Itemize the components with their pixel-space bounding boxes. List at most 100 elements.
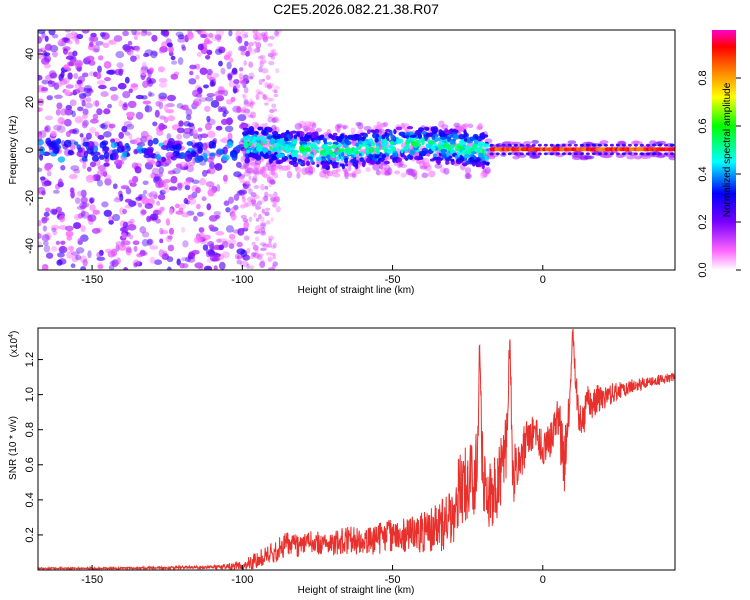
- spectrogram-cell: [195, 186, 201, 194]
- spectrogram-cell: [380, 146, 388, 151]
- spectrogram-cell: [122, 208, 127, 215]
- spectrogram-cell: [267, 257, 272, 263]
- spectrogram-cell: [215, 231, 225, 236]
- spectrogram-cell: [591, 152, 596, 156]
- spectrogram-cell: [258, 79, 263, 86]
- spectrogram-cell: [207, 167, 216, 175]
- spectrogram-cell: [336, 125, 341, 134]
- spectrogram-cell: [79, 234, 89, 242]
- spectrogram-cell: [247, 256, 255, 260]
- spectrogram-cell: [225, 51, 232, 59]
- spectrogram-cell: [68, 129, 78, 134]
- spectrogram-cell: [133, 148, 139, 155]
- spectrogram-cell: [152, 137, 159, 145]
- spectrogram-cell: [389, 140, 395, 145]
- spectrogram-cell: [255, 93, 260, 101]
- spectrogram-cell: [591, 143, 596, 147]
- spectrogram-cell: [202, 234, 211, 240]
- snr-scale-label: (x104): [8, 331, 20, 358]
- spectrogram-cell: [254, 224, 262, 232]
- spectrogram-cell: [86, 166, 92, 172]
- spectrogram-cell: [351, 173, 357, 179]
- spectrogram-cell: [265, 74, 271, 81]
- spectrogram-cell: [57, 156, 66, 163]
- spectrogram-cell: [367, 138, 374, 143]
- spectrogram-cell: [397, 157, 402, 163]
- spectrogram-cell: [44, 126, 49, 132]
- spectrogram-cell: [224, 125, 234, 133]
- spectrogram-cell: [464, 167, 472, 174]
- spectrogram-cell: [254, 159, 262, 166]
- spectrogram-y-ticks: 40 20 0 -20 -40: [24, 48, 43, 254]
- colorbar-label: Normalized spectral amplitude: [722, 82, 733, 217]
- spectrogram-cell: [205, 251, 212, 258]
- spectrogram-cell: [46, 170, 52, 177]
- spectrogram-cell: [142, 180, 149, 186]
- spectrogram-cell: [80, 196, 88, 204]
- spectrogram-cell: [38, 189, 42, 196]
- spectrogram-cell: [646, 152, 650, 156]
- spectrogram-cell: [243, 99, 249, 105]
- spectrogram-cell: [315, 127, 322, 133]
- spectrogram-cell: [456, 157, 463, 163]
- spectrogram-cell: [304, 121, 313, 128]
- spectrogram-cell: [178, 120, 184, 127]
- spectrogram-cell: [112, 152, 119, 161]
- spectrogram-cell: [252, 149, 258, 153]
- spectrogram-cell: [154, 210, 159, 215]
- spectrogram-cell: [255, 205, 262, 210]
- spectrogram-cell: [425, 127, 430, 131]
- spectrogram-cell: [603, 143, 608, 147]
- spectrogram-cell: [434, 163, 443, 169]
- spectrogram-cell: [226, 61, 232, 70]
- spectrogram-cell: [621, 152, 626, 156]
- spectrogram-cell: [567, 140, 577, 145]
- spectrogram-cell: [65, 230, 74, 237]
- spectrogram-cell: [481, 148, 485, 153]
- spectrogram-cell: [59, 78, 68, 86]
- spectrogram-cell: [441, 150, 446, 155]
- spectrogram-cell: [561, 143, 566, 147]
- spectrogram-cell: [264, 191, 269, 198]
- spectrogram-cell: [118, 244, 127, 251]
- spectrogram-cell: [255, 146, 263, 152]
- spectrogram-cell: [123, 102, 128, 108]
- spectrogram-cell: [69, 245, 74, 253]
- spectrogram-cell: [296, 131, 301, 137]
- snr-x-tick-label: -150: [81, 574, 103, 586]
- spectrogram-cell: [246, 248, 251, 254]
- spectrogram-cell: [159, 189, 166, 195]
- spectrogram-cell: [156, 200, 161, 206]
- spectrogram-cell: [431, 145, 436, 152]
- spectrogram-cell: [365, 157, 371, 163]
- spectrogram-cell: [125, 187, 132, 195]
- spectrogram-cell: [81, 30, 90, 34]
- spectrogram-cell: [167, 235, 173, 240]
- spectrogram-cell: [57, 39, 62, 46]
- spectrogram-cell: [166, 256, 174, 263]
- spectrogram-cell: [38, 98, 44, 103]
- spectrogram-cell: [100, 91, 109, 98]
- spectrogram-cell: [633, 155, 642, 160]
- spectrogram-cell: [140, 209, 147, 215]
- spectrogram-cell: [217, 89, 225, 95]
- spectrogram-cell: [155, 218, 161, 224]
- spectrogram-cell: [98, 84, 107, 90]
- spectrogram-cell: [340, 147, 345, 153]
- spectrogram-cell: [255, 41, 262, 49]
- spectrogram-cell: [80, 189, 87, 198]
- spectrogram-cell: [431, 135, 436, 140]
- spectrogram-cell: [242, 136, 249, 141]
- spectrogram-cell: [227, 132, 233, 141]
- spectrogram-cell: [507, 143, 512, 147]
- spectrogram-cell: [405, 135, 410, 139]
- spectrogram-cell: [215, 30, 225, 37]
- spectrogram-cell: [250, 199, 257, 205]
- spectrogram-cell: [104, 248, 113, 253]
- spectrogram-cell: [88, 126, 97, 134]
- spectrogram-cell: [39, 153, 44, 161]
- colorbar-tick-label: 0.6: [697, 118, 709, 133]
- spectrogram-cell: [67, 149, 74, 156]
- spectrogram-cell: [646, 143, 650, 147]
- spectrogram-cell: [597, 143, 602, 147]
